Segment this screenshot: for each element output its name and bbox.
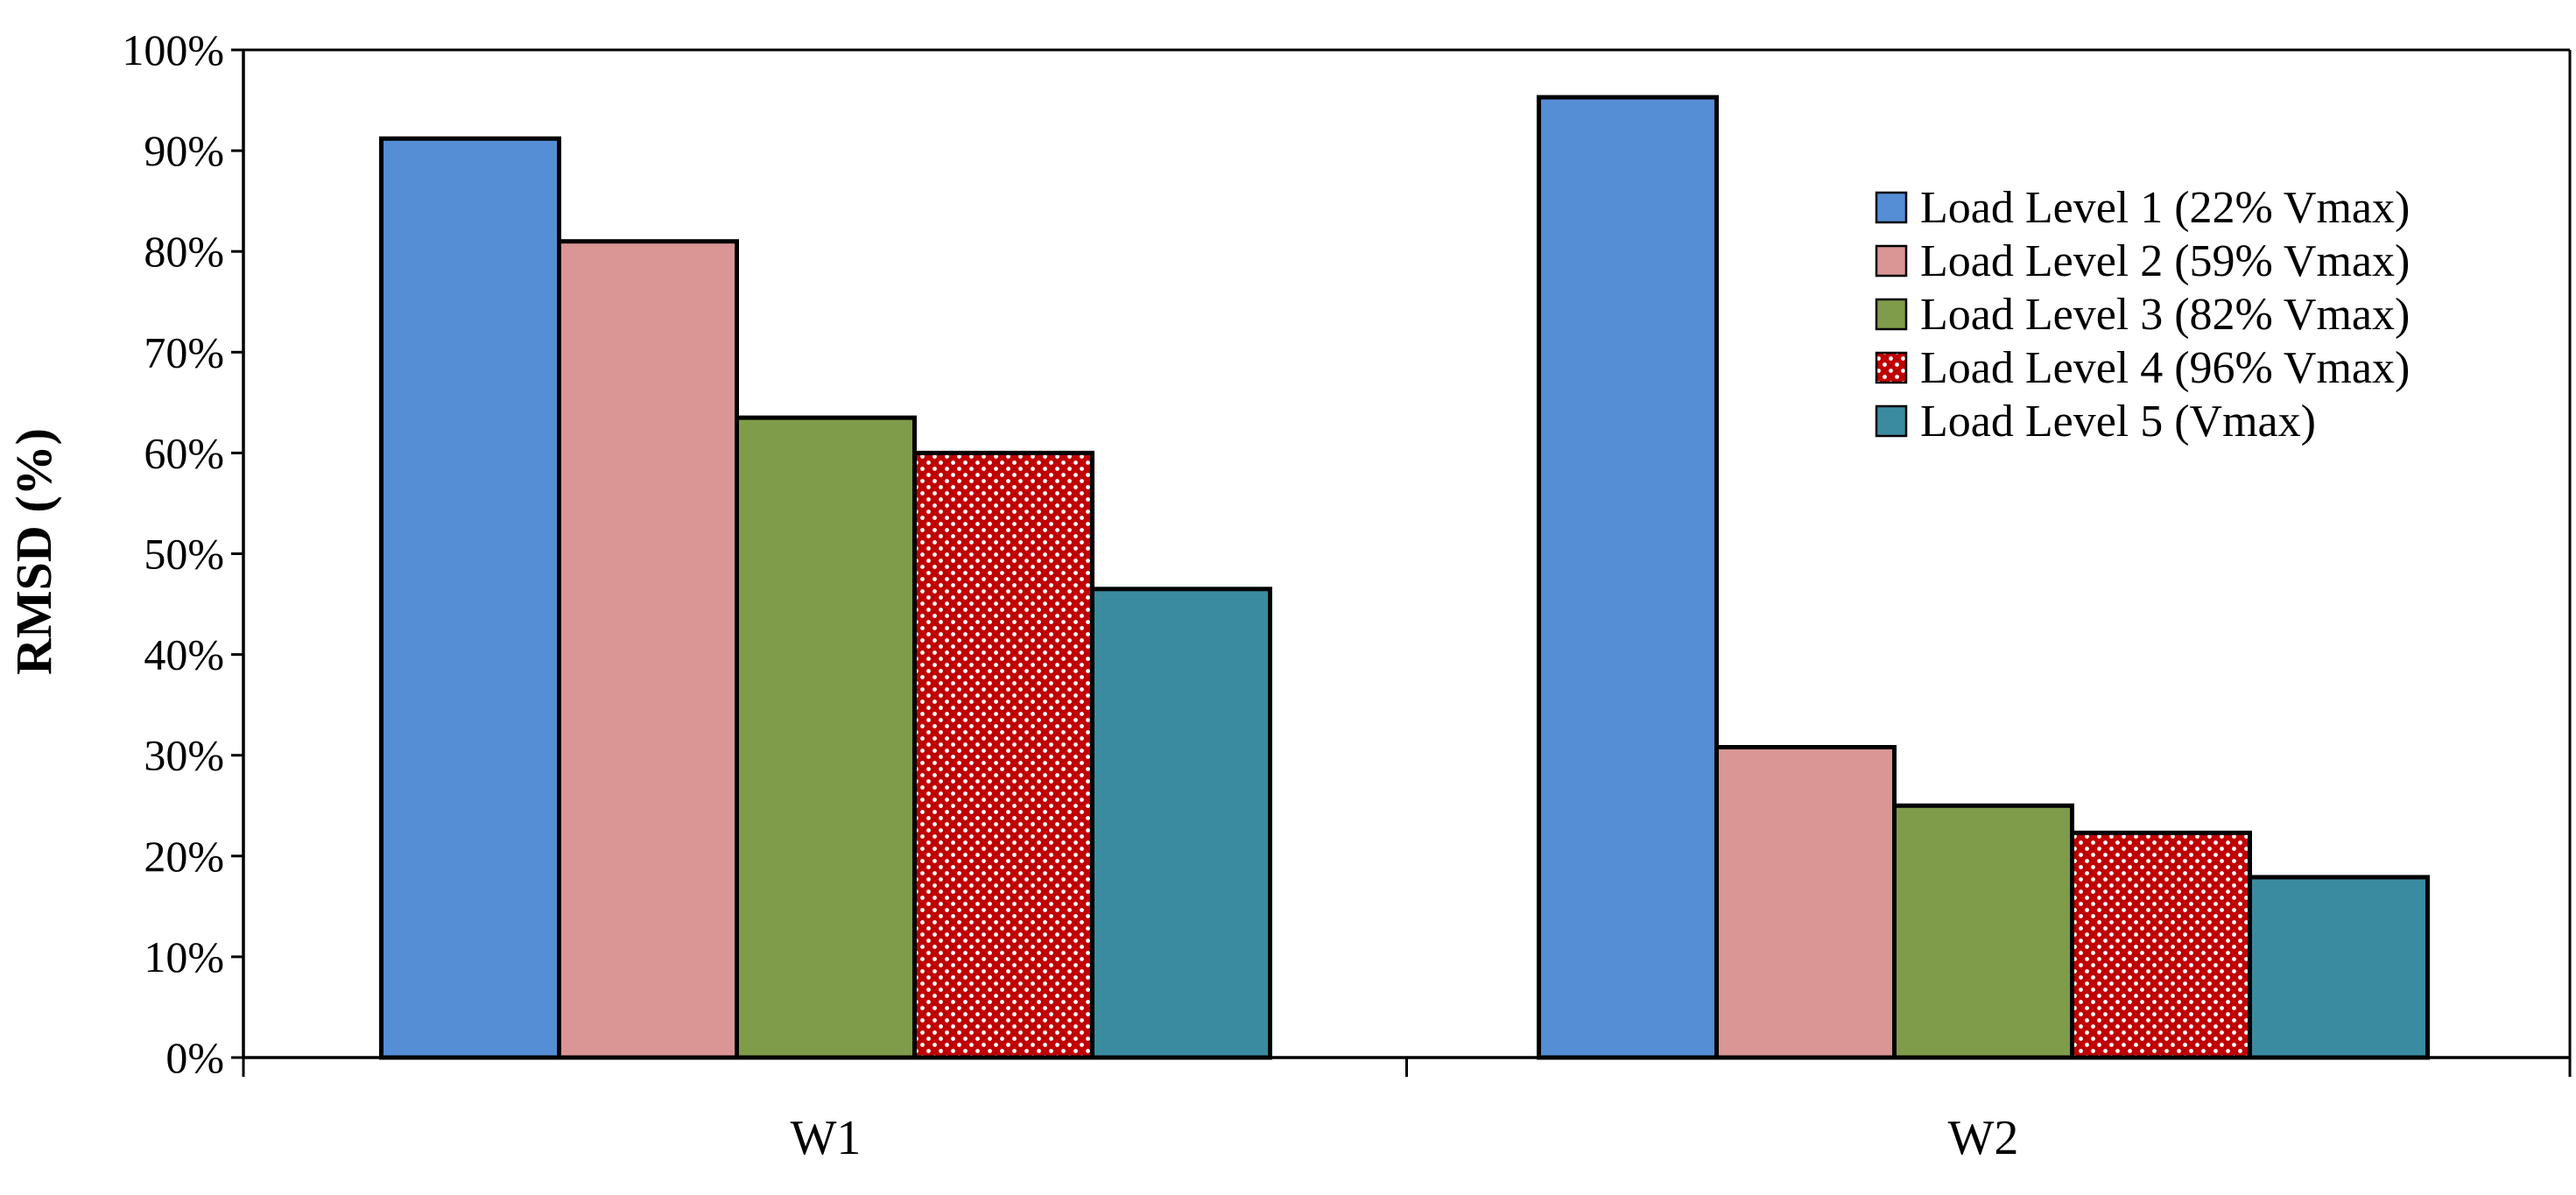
legend-label: Load Level 3 (82% Vmax) — [1920, 290, 2410, 340]
legend-label: Load Level 1 (22% Vmax) — [1920, 183, 2410, 233]
legend-label: Load Level 4 (96% Vmax) — [1920, 343, 2410, 393]
bar-series-5-w1 — [1090, 587, 1272, 1060]
bar-series-5-w2 — [2248, 875, 2430, 1060]
bar-series-2-w1 — [557, 239, 739, 1060]
y-tick-label: 90% — [144, 126, 224, 175]
y-tick-label: 10% — [144, 932, 224, 981]
y-tick-label: 40% — [144, 630, 224, 679]
y-tick-label: 20% — [144, 832, 224, 881]
x-category-label: W1 — [791, 1111, 862, 1165]
legend-swatch-series-3 — [1875, 298, 1908, 331]
y-axis-title: RMSD (%) — [5, 428, 62, 675]
y-tick-label: 50% — [144, 530, 224, 579]
legend-label: Load Level 2 (59% Vmax) — [1920, 236, 2410, 286]
bar-series-4-w1 — [912, 450, 1094, 1060]
y-tick-label: 100% — [122, 25, 224, 74]
legend-label: Load Level 5 (Vmax) — [1920, 397, 2316, 446]
y-tick-label: 0% — [165, 1033, 224, 1082]
legend-swatch-series-2 — [1875, 244, 1908, 278]
legend-swatch-series-4 — [1875, 351, 1908, 384]
bar-series-1-w1 — [379, 136, 561, 1060]
y-tick-label: 30% — [144, 731, 224, 780]
y-tick-label: 80% — [144, 227, 224, 276]
bar-series-3-w1 — [735, 415, 917, 1060]
bar-series-1-w2 — [1537, 95, 1719, 1060]
y-tick-label: 60% — [144, 428, 224, 477]
bar-series-2-w2 — [1714, 744, 1897, 1060]
y-tick-label: 70% — [144, 327, 224, 376]
x-category-label: W2 — [1948, 1111, 2019, 1165]
bar-series-3-w2 — [1892, 803, 2074, 1060]
legend-swatch-series-1 — [1875, 191, 1908, 224]
bar-series-4-w2 — [2070, 830, 2252, 1060]
legend-swatch-series-5 — [1875, 404, 1908, 438]
